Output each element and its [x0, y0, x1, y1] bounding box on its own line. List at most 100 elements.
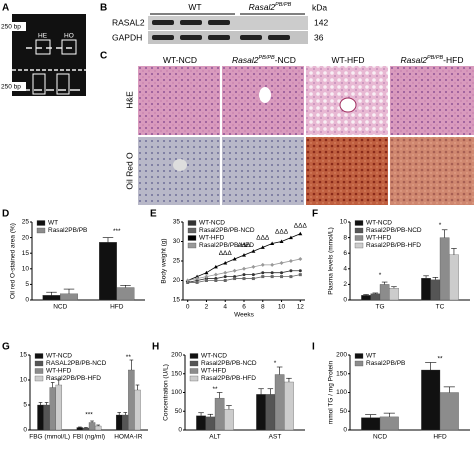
group-label: WT	[188, 2, 201, 12]
error-bar	[425, 362, 437, 370]
group-label: Rasal2PB/PB	[249, 2, 292, 12]
y-tick-label: 200	[171, 352, 182, 359]
panel-label: D	[2, 209, 9, 220]
error-bar	[363, 294, 369, 296]
y-tick-label: 10	[340, 219, 348, 226]
x-tick-label: NCD	[373, 434, 387, 441]
y-axis-label: Plasma levels (mmol/L)	[328, 227, 335, 295]
point	[204, 270, 209, 275]
point	[223, 260, 228, 265]
y-tick-label: 8	[343, 234, 347, 241]
legend-label: RASAL2PB/PB-NCD	[46, 360, 107, 367]
legend-swatch	[34, 375, 44, 382]
point	[242, 266, 246, 271]
legend-label: WT	[48, 220, 58, 227]
error-bar	[50, 382, 55, 388]
error-bar	[258, 388, 264, 395]
bar	[379, 284, 390, 301]
bar	[265, 394, 276, 431]
row-label: GAPDH	[112, 32, 142, 42]
error-bar	[102, 237, 114, 243]
bar	[361, 417, 381, 431]
x-tick-label: HFD	[433, 434, 447, 441]
y-tick-label: 150	[336, 370, 347, 377]
lane-box	[35, 39, 51, 55]
legend-swatch	[189, 360, 199, 367]
marker-label: 250 bp	[1, 24, 21, 31]
text: -NCD	[275, 55, 296, 65]
legend-label: WT-NCD	[199, 220, 225, 227]
text: Rasal2	[401, 55, 428, 65]
error-bar	[117, 412, 122, 415]
y-tick-label: 0	[343, 427, 347, 434]
bar	[122, 414, 129, 431]
bar	[94, 425, 102, 431]
bar	[76, 427, 84, 431]
legend-swatch	[354, 353, 364, 359]
annotation: ΔΔΔ	[219, 250, 233, 257]
point	[251, 249, 256, 253]
legend-label: WT-NCD	[366, 220, 392, 227]
legend-label: WT-HFD	[199, 235, 225, 242]
point	[270, 275, 274, 279]
y-tick-label: 2	[343, 281, 347, 288]
point	[223, 279, 227, 282]
legend-label: Rasal2PB/PB-NCD	[366, 227, 422, 234]
legend-label: Rasal2PB/PB	[48, 227, 87, 234]
annotation: *	[379, 272, 382, 279]
lane-label: HO	[64, 33, 74, 40]
point	[251, 277, 255, 281]
error-bar	[38, 402, 43, 405]
superscript: PB/PB	[427, 55, 444, 61]
annotation: **	[212, 386, 218, 393]
point	[270, 271, 274, 275]
error-bar	[372, 292, 379, 294]
bar	[421, 278, 431, 301]
y-tick-label: 15	[173, 297, 181, 304]
panel-label: F	[312, 209, 318, 220]
point	[279, 260, 284, 265]
legend-swatch	[189, 375, 199, 382]
error-bar	[56, 379, 61, 385]
column-label: WT-NCD	[163, 55, 197, 65]
y-tick-label: 5	[25, 281, 29, 288]
point	[261, 271, 265, 275]
legend-label: Rasal2PB/PB-HFD	[199, 242, 254, 249]
legend-swatch	[36, 220, 46, 226]
bar	[284, 381, 294, 431]
error-bar	[267, 388, 274, 395]
bar	[43, 404, 50, 431]
point	[242, 277, 246, 281]
y-tick-label: 200	[336, 352, 347, 359]
y-tick-label: 25	[173, 258, 181, 265]
column-label: Rasal2PB/PB-NCD	[232, 55, 296, 65]
bar	[116, 287, 135, 301]
annotation: *	[439, 222, 442, 229]
point	[288, 259, 293, 263]
bar	[49, 387, 56, 431]
row-label: RASAL2	[112, 17, 145, 27]
legend-swatch	[354, 235, 364, 241]
y-axis-label: Body weight (g)	[161, 238, 168, 283]
error-bar	[451, 248, 457, 255]
annotation: ***	[85, 412, 93, 419]
point	[232, 257, 237, 261]
y-tick-label: 25	[22, 219, 30, 226]
y-axis-label: Concentration (U/L)	[163, 364, 170, 421]
lane-box	[61, 39, 77, 55]
bar	[274, 374, 285, 431]
y-tick-label: 15	[22, 250, 30, 257]
y-tick-label: 20	[22, 234, 30, 241]
y-tick-label: 50	[340, 408, 348, 415]
point	[289, 269, 293, 273]
x-tick-label: 0	[186, 304, 190, 311]
error-bar	[90, 420, 94, 423]
annotation: **	[437, 355, 443, 362]
gel-bands	[12, 47, 86, 91]
legend-swatch	[354, 220, 364, 226]
legend-swatch	[187, 242, 197, 249]
point	[213, 272, 218, 277]
y-tick-label: 150	[171, 370, 182, 377]
bar	[134, 389, 141, 431]
